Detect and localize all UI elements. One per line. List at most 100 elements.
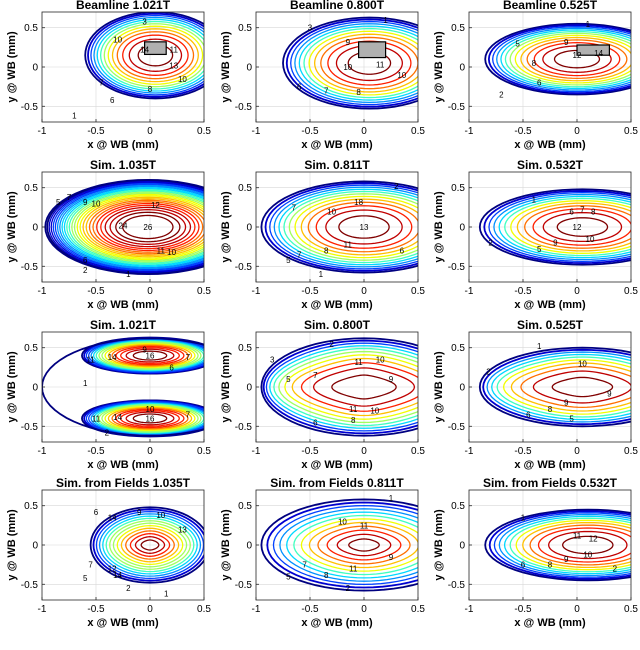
contour-line — [483, 190, 631, 264]
contour-label: 5 — [569, 414, 574, 423]
contour-line — [98, 341, 202, 370]
contour-label: 9 — [553, 239, 558, 248]
contour-label: 6 — [110, 96, 115, 105]
x-tick-label: 0 — [574, 446, 580, 457]
contour-line — [115, 408, 185, 429]
contour-line — [269, 184, 418, 270]
contour-line — [88, 199, 204, 255]
contour-line — [504, 197, 631, 257]
contour-label: 3 — [308, 24, 313, 33]
contour-line — [273, 347, 418, 427]
x-tick-label: -0.5 — [514, 286, 532, 297]
x-tick-label: 0 — [361, 126, 367, 137]
contour-line — [532, 208, 631, 246]
y-tick-label: 0 — [246, 541, 252, 552]
y-axis-label: y @ WB (mm) — [433, 31, 445, 103]
panel-9: 10 9 9 8 6 2 1 5 -1 -0.5 0 0.5 -0.5 0 0.5 Sim. 0.525T x … — [433, 318, 638, 471]
contour-label: 3 — [142, 17, 147, 26]
contour-line — [111, 407, 189, 430]
contour-line — [76, 193, 204, 261]
x-tick-label: -0.5 — [514, 604, 532, 615]
contour-line — [125, 348, 175, 363]
contour-label: 2 — [126, 584, 131, 593]
y-tick-label: 0.5 — [238, 501, 252, 512]
contour-line — [293, 514, 418, 576]
contour-line — [116, 31, 195, 80]
contour-line — [320, 36, 418, 90]
contour-line — [298, 25, 418, 101]
contour-line — [125, 411, 175, 426]
contour-label: 8 — [532, 59, 537, 68]
contour-line — [87, 12, 204, 98]
contour-label: 9 — [137, 508, 142, 517]
contour-line — [104, 206, 192, 248]
contour-label: 11 — [376, 61, 385, 70]
contour-label: 14 — [108, 353, 117, 362]
contour-label: 6 — [537, 79, 542, 88]
x-tick-label: -1 — [252, 604, 261, 615]
contour-line — [85, 198, 204, 256]
contour-label: 5 — [537, 245, 542, 254]
contour-label: 11 — [86, 356, 95, 365]
contour-line — [487, 24, 631, 94]
panel-title: Sim. 0.800T — [304, 318, 371, 332]
contour-line — [66, 189, 204, 265]
contour-line — [50, 181, 204, 273]
contour-line — [484, 22, 631, 96]
contour-line — [283, 190, 418, 264]
y-tick-label: -0.5 — [235, 262, 253, 273]
x-tick-label: -1 — [252, 286, 261, 297]
contour-line — [496, 27, 631, 91]
contour-line — [315, 205, 413, 249]
contour-label: 9 — [346, 38, 351, 47]
contour-line — [122, 34, 189, 76]
contour-label: 7 — [186, 411, 191, 420]
y-tick-label: 0.5 — [451, 23, 465, 34]
contour-line — [95, 403, 204, 434]
contour-line — [122, 214, 174, 240]
x-tick-label: -1 — [252, 126, 261, 137]
contour-line — [90, 14, 204, 96]
y-axis-label: y @ WB (mm) — [433, 509, 445, 581]
contour-line — [269, 345, 418, 429]
contour-line — [542, 211, 623, 243]
x-tick-label: -1 — [252, 446, 261, 457]
contour-line — [125, 530, 175, 560]
contour-label: 8 — [324, 571, 329, 580]
contour-line — [89, 506, 204, 584]
contour-label: 6 — [94, 508, 99, 517]
y-tick-label: 0.5 — [238, 343, 252, 354]
contour-label: 10 — [583, 550, 592, 559]
contour-line — [282, 16, 418, 110]
contour-line — [498, 513, 631, 577]
contour-label: 10 — [92, 199, 101, 208]
contour-label: 6 — [169, 363, 174, 372]
contour-label: 11 — [344, 240, 353, 249]
contour-label: 2 — [329, 340, 334, 349]
x-tick-label: -1 — [465, 126, 474, 137]
contour-label: 8 — [591, 207, 596, 216]
contour-label: 10 — [327, 207, 336, 216]
contour-line — [112, 522, 188, 568]
contour-label: 13 — [178, 525, 187, 534]
contour-line — [492, 26, 631, 93]
contour-line — [331, 374, 397, 400]
contour-label: 8 — [351, 416, 356, 425]
contour-line — [46, 179, 204, 275]
contour-label: 10 — [397, 71, 406, 80]
contour-label: 1 — [319, 270, 324, 279]
x-tick-label: 0 — [574, 604, 580, 615]
x-tick-label: 0 — [361, 446, 367, 457]
contour-line — [132, 350, 168, 361]
contour-line — [326, 529, 402, 561]
y-tick-label: 0 — [32, 541, 38, 552]
contour-label: 1 — [164, 590, 169, 599]
y-tick-label: -0.5 — [21, 580, 39, 591]
contour-label: 9 — [389, 553, 394, 562]
panel-8: 11 10 11 10 9 7 5 3 8 6 2 -1 -0.5 0 0.5 -0.5 0 0.5 Sim. 0.… — [220, 318, 425, 471]
contour-line — [562, 535, 614, 555]
contour-line — [556, 217, 609, 237]
contour-line — [111, 28, 199, 83]
contour-label: 1 — [383, 16, 388, 25]
